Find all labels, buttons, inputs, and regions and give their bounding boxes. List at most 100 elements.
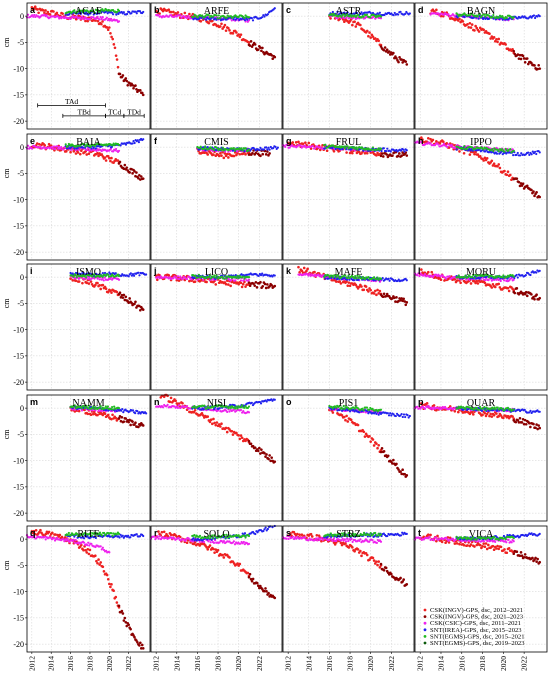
data-point bbox=[266, 13, 269, 16]
data-point bbox=[367, 34, 370, 38]
data-point bbox=[83, 143, 86, 146]
data-point bbox=[84, 274, 87, 277]
data-point bbox=[368, 31, 371, 34]
data-point bbox=[86, 148, 89, 152]
data-point bbox=[518, 184, 522, 188]
data-point bbox=[458, 150, 461, 153]
data-point bbox=[261, 152, 265, 156]
data-point bbox=[110, 291, 113, 294]
data-point bbox=[89, 17, 92, 21]
data-point bbox=[504, 43, 507, 46]
panel-j: j LICO bbox=[150, 263, 283, 391]
data-point bbox=[397, 13, 400, 16]
y-tick-label: -20 bbox=[13, 509, 24, 518]
data-point bbox=[535, 271, 538, 274]
data-point bbox=[51, 147, 55, 150]
data-point bbox=[84, 19, 87, 23]
data-point bbox=[35, 142, 39, 145]
data-point bbox=[512, 275, 515, 278]
data-point bbox=[343, 145, 346, 148]
data-point bbox=[484, 278, 487, 282]
data-point bbox=[347, 281, 351, 284]
data-point bbox=[395, 296, 398, 299]
data-point bbox=[506, 170, 510, 174]
data-point bbox=[371, 35, 375, 38]
data-point bbox=[89, 145, 92, 148]
data-point bbox=[93, 11, 96, 14]
data-point bbox=[85, 276, 88, 279]
data-point bbox=[493, 285, 497, 289]
data-point bbox=[240, 285, 244, 289]
data-point bbox=[177, 277, 181, 281]
data-point bbox=[121, 74, 125, 77]
data-point bbox=[365, 13, 369, 16]
data-point bbox=[113, 405, 116, 408]
data-point bbox=[269, 145, 272, 149]
data-point bbox=[375, 154, 378, 157]
data-point bbox=[139, 308, 142, 312]
data-point bbox=[99, 16, 102, 19]
panel-title: NISI bbox=[207, 398, 226, 409]
data-point bbox=[362, 409, 365, 412]
data-point bbox=[145, 412, 148, 415]
data-point bbox=[236, 151, 239, 155]
data-point bbox=[276, 146, 279, 149]
data-point bbox=[400, 412, 403, 416]
data-point bbox=[386, 412, 389, 415]
data-point bbox=[523, 61, 527, 64]
data-point bbox=[355, 151, 359, 155]
panel-letter: i bbox=[30, 266, 33, 276]
data-point bbox=[102, 279, 105, 282]
data-point bbox=[348, 278, 351, 281]
panel-letter: o bbox=[286, 397, 292, 407]
data-point bbox=[77, 148, 80, 151]
data-point bbox=[87, 282, 91, 285]
data-point bbox=[375, 293, 378, 297]
data-point bbox=[127, 420, 130, 424]
data-point bbox=[202, 151, 206, 155]
data-point bbox=[267, 146, 270, 149]
data-point bbox=[527, 151, 530, 154]
data-point bbox=[389, 150, 392, 153]
data-point bbox=[128, 171, 131, 174]
data-point bbox=[363, 152, 367, 155]
data-point bbox=[84, 12, 87, 15]
data-point bbox=[474, 24, 477, 28]
data-point bbox=[468, 153, 472, 156]
data-point bbox=[46, 10, 50, 14]
data-point bbox=[203, 404, 206, 407]
data-point bbox=[220, 422, 223, 426]
data-point bbox=[382, 292, 386, 296]
data-point bbox=[121, 296, 125, 299]
data-point bbox=[99, 10, 102, 13]
data-point bbox=[445, 277, 448, 280]
data-point bbox=[502, 416, 505, 420]
series-b-4 bbox=[191, 13, 251, 20]
data-point bbox=[196, 16, 199, 19]
data-point bbox=[370, 148, 373, 152]
data-point bbox=[263, 15, 266, 18]
data-point bbox=[250, 401, 253, 404]
data-point bbox=[472, 413, 475, 416]
data-point bbox=[98, 12, 101, 15]
data-point bbox=[117, 407, 121, 410]
data-point bbox=[498, 166, 502, 170]
data-point bbox=[241, 404, 244, 407]
data-point bbox=[166, 403, 169, 406]
data-point bbox=[110, 11, 114, 14]
data-point bbox=[484, 15, 487, 18]
data-point bbox=[304, 144, 307, 147]
data-point bbox=[201, 14, 204, 17]
data-point bbox=[497, 37, 501, 41]
data-point bbox=[345, 151, 348, 154]
y-tick-label: 0 bbox=[20, 273, 24, 282]
data-point bbox=[50, 145, 54, 149]
data-point bbox=[386, 147, 389, 150]
data-point bbox=[251, 19, 255, 22]
data-point bbox=[237, 33, 240, 36]
y-axis-label: cm bbox=[2, 429, 11, 440]
data-point bbox=[118, 291, 122, 295]
data-point bbox=[187, 14, 190, 17]
y-axis-label: cm bbox=[2, 168, 11, 179]
data-point bbox=[239, 408, 243, 412]
